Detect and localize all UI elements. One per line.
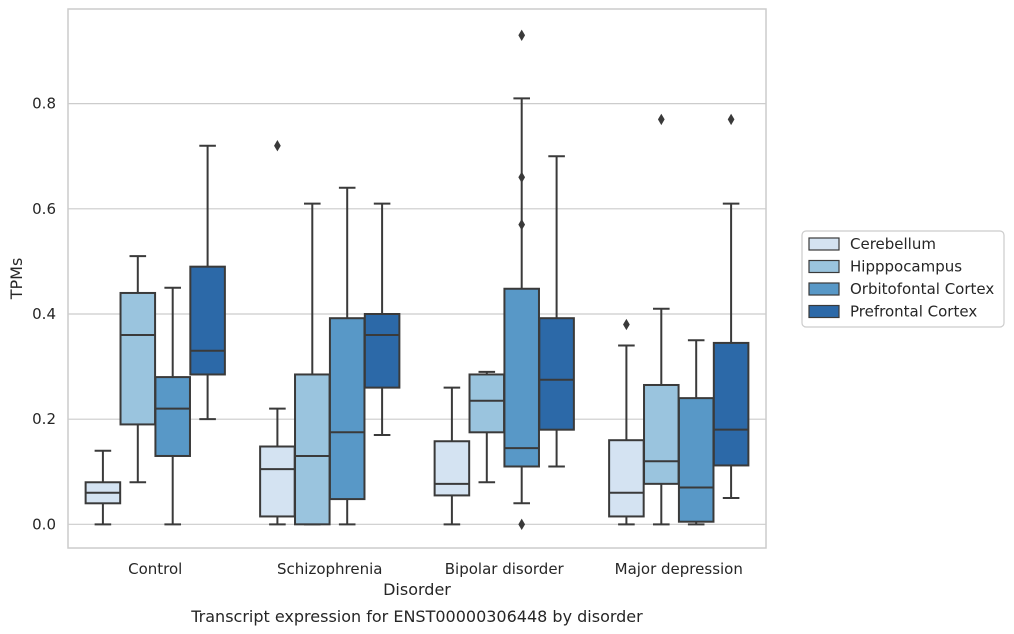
box-0-1 [259,140,296,526]
legend-swatch [808,237,840,251]
box-iqr [677,397,715,523]
legend-swatch [808,259,840,274]
y-tick-label: 0.8 [32,95,56,113]
box-iqr [294,373,331,526]
y-tick-label: 0.2 [32,410,56,428]
box-series [84,29,750,531]
x-tick-label: Schizophrenia [277,560,382,578]
legend-entry: Hipppocampus [850,258,962,276]
box-2-1 [328,186,366,526]
box-iqr [119,291,157,426]
box-iqr [154,376,191,457]
outlier-point [518,29,526,41]
box-2-2 [503,29,540,531]
legend-entry: Cerebellum [850,235,936,253]
legend-entry: Orbitofontal Cortex [850,280,994,298]
box-iqr [503,287,540,468]
box-2-3 [677,339,715,526]
x-tick-label: Control [128,560,182,578]
legend-entry: Prefrontal Cortex [850,303,977,321]
box-1-2 [468,370,506,484]
legend: Cerebellum Hipppocampus Orbitofontal Corte… [801,230,1005,328]
outlier-point [518,218,526,231]
box-0-2 [433,386,471,526]
chart-caption: Transcript expression for ENST0000030644… [190,607,643,626]
box-2-0 [154,286,191,526]
outlier-point [274,140,281,152]
outlier-point [518,518,526,531]
legend-swatch [808,304,840,319]
y-axis-title: TPMs [7,258,26,301]
box-1-1 [294,202,331,526]
box-0-0 [84,449,122,526]
box-1-0 [119,255,157,484]
box-3-2 [538,155,575,468]
x-tick-label: Bipolar disorder [445,560,565,578]
box-iqr [712,341,750,467]
box-iqr [608,439,645,518]
y-tick-label: 0.0 [32,515,56,533]
box-iqr [363,312,401,389]
box-3-0 [189,144,226,421]
x-axis-title: Disorder [383,580,451,599]
box-0-3 [608,318,645,526]
legend-swatch [808,282,840,296]
box-iqr [643,383,680,485]
box-3-3 [712,113,750,500]
y-tick-label: 0.4 [32,305,56,323]
y-tick-labels: 0.0 0.2 0.4 0.6 0.8 [32,95,56,534]
plot-frame [67,8,767,549]
box-3-1 [363,202,401,436]
x-tick-labels: Control Schizophrenia Bipolar disorder Majo… [128,560,743,578]
outlier-point [623,318,630,331]
outlier-point [518,171,526,183]
x-tick-label: Major depression [615,560,743,578]
outlier-point [727,113,735,126]
box-iqr [259,445,296,518]
y-tick-label: 0.6 [32,200,56,218]
box-iqr [468,373,506,434]
legend-frame [801,230,1005,328]
box-iqr [538,317,575,431]
outlier-point [657,113,665,126]
box-iqr [433,440,471,497]
box-1-3 [643,113,680,526]
box-iqr [189,265,226,376]
box-iqr [328,317,366,501]
